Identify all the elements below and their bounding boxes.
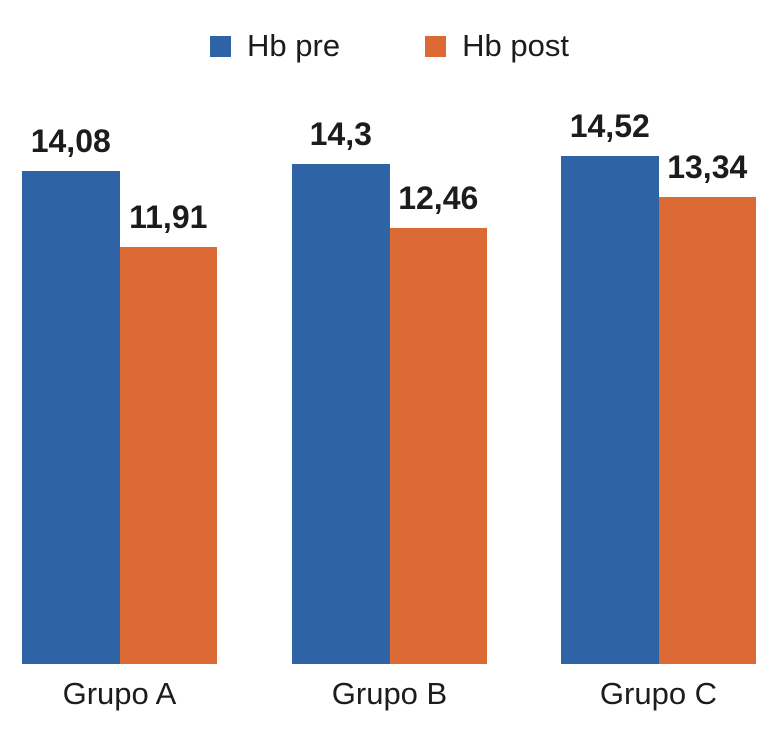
chart-legend: Hb pre Hb post: [0, 28, 779, 63]
legend-label-hb-post: Hb post: [462, 28, 569, 63]
category-label-grupo-b: Grupo B: [331, 676, 448, 711]
legend-label-hb-pre: Hb pre: [247, 28, 341, 63]
category-label-grupo-c: Grupo C: [599, 676, 718, 711]
bar-hb-post-grupo-c: [658, 197, 756, 664]
value-label-hb-pre-grupo-a: 14,08: [30, 123, 111, 160]
value-label-hb-pre-grupo-c: 14,52: [569, 107, 650, 144]
bar-hb-pre-grupo-c: [561, 155, 659, 664]
legend-item-hb-post: Hb post: [425, 28, 569, 63]
legend-swatch-icon-hb-pre: [210, 35, 232, 57]
value-label-hb-pre-grupo-b: 14,3: [309, 115, 372, 152]
value-label-hb-post-grupo-b: 12,46: [398, 179, 479, 216]
category-label-grupo-a: Grupo A: [62, 676, 177, 711]
bar-hb-pre-grupo-b: [292, 163, 390, 664]
value-label-hb-post-grupo-a: 11,91: [129, 199, 208, 236]
value-label-hb-post-grupo-c: 13,34: [667, 149, 748, 186]
legend-swatch-icon-hb-post: [425, 35, 447, 57]
legend-item-hb-pre: Hb pre: [210, 28, 341, 63]
bar-hb-post-grupo-a: [119, 247, 217, 664]
bar-hb-post-grupo-b: [389, 227, 487, 664]
bar-hb-pre-grupo-a: [22, 171, 120, 664]
